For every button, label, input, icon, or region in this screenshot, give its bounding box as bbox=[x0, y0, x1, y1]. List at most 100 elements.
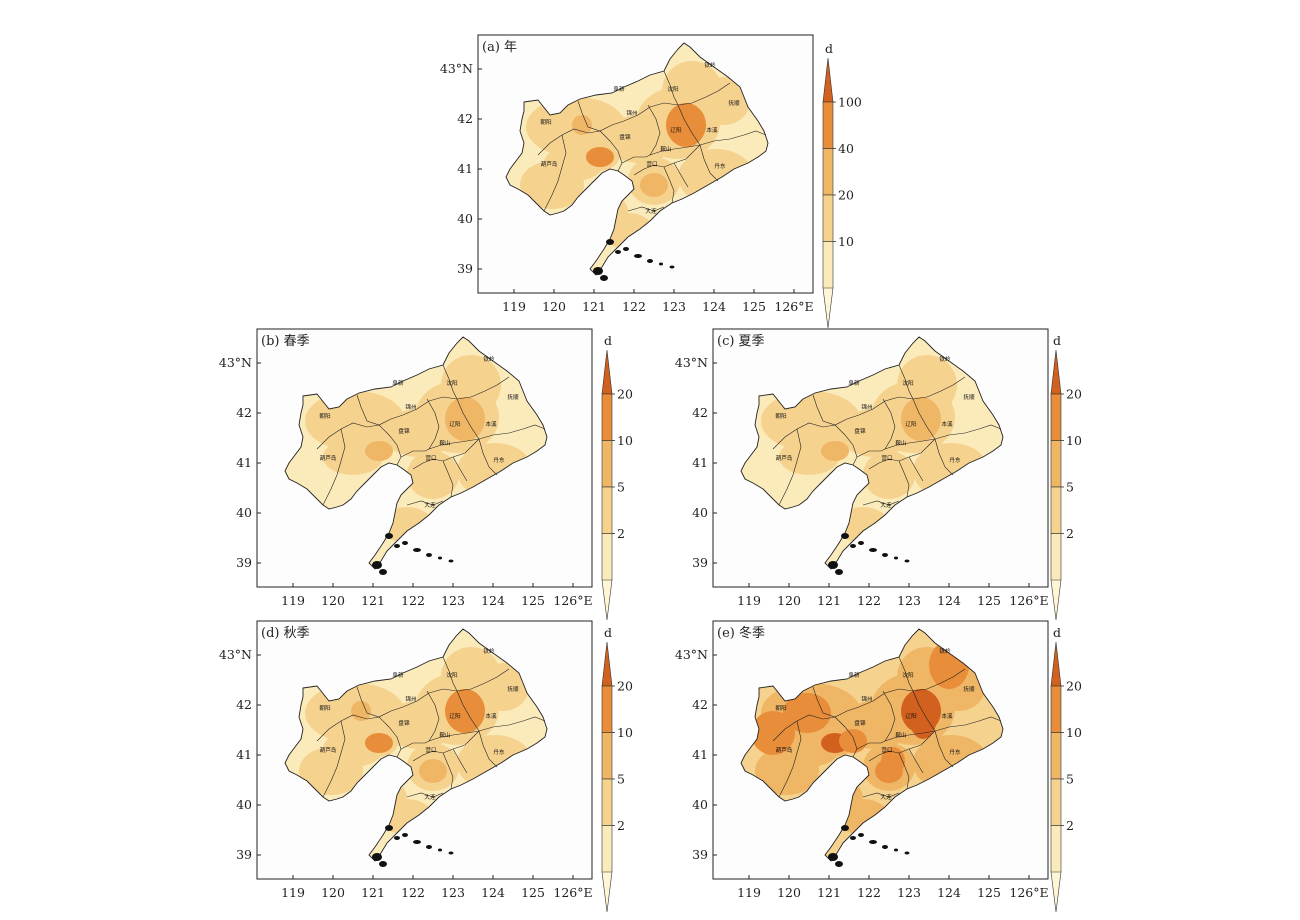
island bbox=[869, 840, 877, 844]
y-tick-label: 40 bbox=[236, 797, 252, 812]
city-label: 盘锦 bbox=[619, 133, 631, 141]
value-contour bbox=[477, 663, 529, 711]
x-tick-label: 126°E bbox=[553, 593, 592, 608]
city-border bbox=[621, 154, 651, 164]
x-tick-label: 119 bbox=[737, 885, 761, 900]
x-tick-label: 125 bbox=[977, 885, 1001, 900]
city-border bbox=[442, 460, 454, 498]
colorbar-unit: d bbox=[604, 333, 612, 348]
city-border bbox=[862, 500, 900, 506]
city-border bbox=[882, 690, 896, 742]
x-tick-label: 120 bbox=[777, 885, 801, 900]
island bbox=[894, 556, 898, 560]
city-border bbox=[442, 364, 458, 400]
island bbox=[623, 247, 629, 251]
panel-title: (e) 冬季 bbox=[717, 625, 765, 641]
colorbar-segment bbox=[602, 576, 612, 580]
city-border bbox=[856, 740, 886, 750]
city-border bbox=[322, 428, 346, 506]
city-border bbox=[934, 730, 954, 768]
island bbox=[438, 848, 442, 852]
city-label: 铁岭 bbox=[704, 61, 716, 69]
city-label: 锦州 bbox=[861, 403, 872, 411]
city-label: 营口 bbox=[881, 454, 892, 462]
city-label: 丹东 bbox=[949, 456, 961, 464]
city-border bbox=[537, 128, 601, 156]
y-tick-label: 39 bbox=[457, 261, 473, 276]
colorbar-tick-label: 20 bbox=[838, 188, 854, 203]
city-border bbox=[912, 690, 936, 732]
island bbox=[669, 265, 675, 269]
colorbar-tick-label: 2 bbox=[1066, 818, 1074, 833]
colorbar-unit: d bbox=[1053, 333, 1061, 348]
city-border bbox=[478, 716, 546, 732]
value-contour bbox=[839, 729, 867, 753]
x-tick-label: 122 bbox=[622, 299, 646, 314]
city-border bbox=[898, 364, 914, 400]
x-tick-label: 119 bbox=[737, 593, 761, 608]
value-contour bbox=[751, 711, 795, 755]
y-tick-label: 40 bbox=[457, 211, 473, 226]
province-outline bbox=[740, 628, 1004, 862]
city-border bbox=[543, 134, 567, 212]
city-label: 营口 bbox=[881, 746, 892, 754]
city-border bbox=[884, 438, 936, 450]
city-label: 营口 bbox=[646, 160, 657, 168]
city-border bbox=[428, 438, 480, 450]
island bbox=[882, 845, 888, 849]
colorbar-unit: d bbox=[825, 41, 833, 56]
city-label: 盘锦 bbox=[854, 427, 866, 435]
x-tick-label: 119 bbox=[281, 885, 305, 900]
y-tick-label: 42 bbox=[457, 111, 473, 126]
city-border bbox=[452, 748, 468, 774]
city-label: 沈阳 bbox=[446, 671, 458, 679]
colorbar-segment bbox=[1050, 533, 1062, 581]
city-border bbox=[898, 656, 914, 692]
island bbox=[426, 845, 432, 849]
x-tick-label: 120 bbox=[542, 299, 566, 314]
island bbox=[828, 561, 838, 569]
city-label: 朝阳 bbox=[775, 704, 787, 712]
city-border bbox=[378, 716, 402, 758]
colorbar-segment bbox=[601, 486, 613, 534]
colorbar-segment bbox=[1050, 825, 1062, 873]
y-tick-label: 41 bbox=[692, 747, 708, 762]
city-label: 本溪 bbox=[941, 712, 953, 720]
y-tick-label: 40 bbox=[236, 505, 252, 520]
island bbox=[835, 861, 843, 867]
y-tick-label: 42 bbox=[236, 697, 252, 712]
x-tick-label: 121 bbox=[582, 299, 606, 314]
city-label: 营口 bbox=[425, 454, 436, 462]
island bbox=[385, 825, 393, 831]
city-border bbox=[478, 438, 498, 476]
island bbox=[869, 548, 877, 552]
y-tick-label: 41 bbox=[457, 161, 473, 176]
city-label: 抚顺 bbox=[963, 393, 975, 401]
city-label: 阜新 bbox=[848, 671, 860, 679]
city-label: 本溪 bbox=[485, 420, 497, 428]
value-contour bbox=[698, 77, 750, 125]
city-border bbox=[812, 686, 914, 718]
city-label: 抚顺 bbox=[507, 685, 519, 693]
city-label: 大连 bbox=[424, 793, 436, 801]
city-label: 锦州 bbox=[626, 109, 637, 117]
colorbar-segment bbox=[601, 685, 613, 733]
city-border bbox=[428, 730, 480, 742]
x-tick-label: 125 bbox=[521, 593, 545, 608]
colorbar-segment bbox=[601, 349, 613, 395]
city-border bbox=[442, 656, 458, 692]
colorbar: d 20 10 5 2 bbox=[601, 625, 633, 913]
city-label: 大连 bbox=[645, 207, 657, 215]
colorbar-segment bbox=[1050, 778, 1062, 826]
city-border bbox=[647, 104, 661, 156]
city-label: 盘锦 bbox=[398, 719, 410, 727]
city-label: 辽阳 bbox=[905, 420, 917, 428]
city-label: 盘锦 bbox=[398, 427, 410, 435]
colorbar-segment bbox=[1050, 579, 1062, 621]
city-label: 辽阳 bbox=[905, 712, 917, 720]
value-contour bbox=[839, 409, 911, 457]
city-border bbox=[406, 500, 444, 506]
colorbar-tick-label: 40 bbox=[838, 141, 854, 156]
